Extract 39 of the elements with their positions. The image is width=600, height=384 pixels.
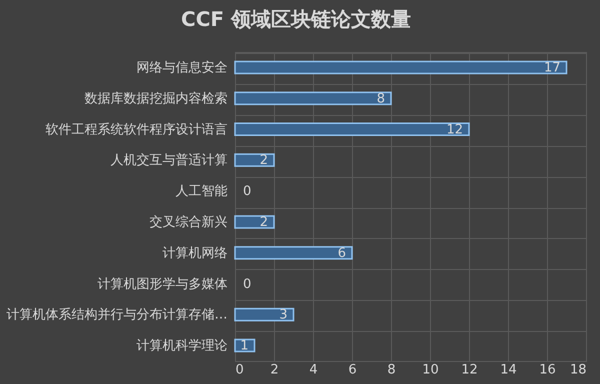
bar bbox=[234, 60, 568, 74]
y-tick-label: 交叉综合新兴 bbox=[150, 214, 228, 230]
x-tick-label: 10 bbox=[422, 362, 439, 378]
x-tick-label: 6 bbox=[348, 362, 357, 378]
x-tick-label: 12 bbox=[461, 362, 478, 378]
y-tick-label: 计算机体系结构并行与分布计算存储… bbox=[6, 308, 228, 323]
bar bbox=[234, 92, 392, 106]
x-tick-label: 0 bbox=[236, 362, 244, 378]
data-label: 3 bbox=[279, 308, 288, 323]
data-label: 2 bbox=[260, 153, 268, 168]
x-tick-label: 18 bbox=[570, 362, 586, 378]
x-tick-label: 14 bbox=[500, 362, 517, 378]
y-tick-label: 计算机图形学与多媒体 bbox=[98, 276, 228, 292]
y-tick-label: 网络与信息安全 bbox=[136, 59, 228, 76]
bar bbox=[234, 122, 470, 136]
data-label: 1 bbox=[240, 338, 248, 354]
data-label: 12 bbox=[446, 122, 463, 138]
y-tick-label: 人工智能 bbox=[176, 184, 228, 200]
x-tick-label: 4 bbox=[309, 362, 318, 378]
x-tick-label: 16 bbox=[539, 362, 556, 378]
y-tick-label: 数据库数据挖掘内容检索 bbox=[84, 90, 228, 106]
chart-title: CCF 领域区块链论文数量 bbox=[181, 7, 411, 31]
bar bbox=[234, 153, 275, 167]
data-label: 0 bbox=[243, 184, 252, 200]
x-tick-label: 2 bbox=[270, 362, 279, 378]
bar bbox=[234, 308, 294, 322]
y-tick-label: 软件工程系统软件程序设计语言 bbox=[46, 121, 228, 138]
bar bbox=[234, 246, 353, 260]
y-tick-label: 人机交互与普适计算 bbox=[110, 152, 228, 168]
data-label: 17 bbox=[544, 60, 560, 76]
data-label: 8 bbox=[376, 91, 385, 106]
data-label: 6 bbox=[338, 246, 346, 261]
x-tick-label: 8 bbox=[387, 362, 396, 378]
data-label: 2 bbox=[260, 214, 268, 230]
bar bbox=[234, 215, 275, 229]
y-tick-label: 计算机科学理论 bbox=[136, 338, 228, 354]
bar bbox=[234, 338, 256, 352]
y-tick-label: 计算机网络 bbox=[162, 246, 228, 261]
data-label: 0 bbox=[243, 276, 252, 292]
